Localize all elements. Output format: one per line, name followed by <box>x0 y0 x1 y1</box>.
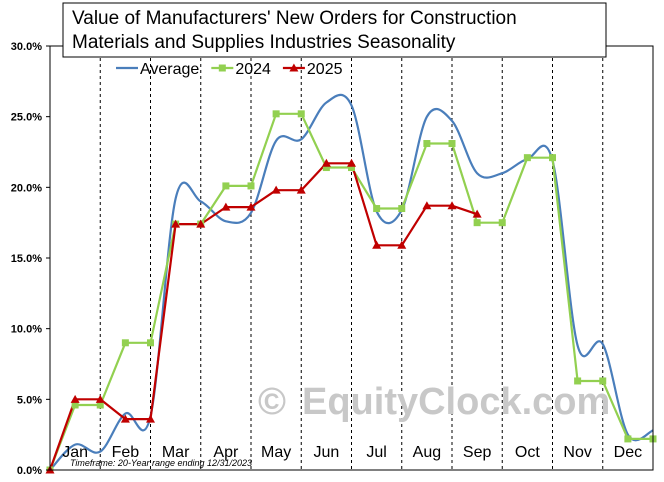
y-tick-label: 30.0% <box>11 41 42 53</box>
point-2025 <box>171 219 181 228</box>
point-2024 <box>71 401 79 409</box>
point-2024 <box>498 219 506 227</box>
point-2025 <box>196 219 206 228</box>
chart-title-line-1: Value of Manufacturers' New Orders for C… <box>72 8 517 29</box>
x-month-label: Mar <box>162 444 190 461</box>
y-tick-label: 10.0% <box>11 324 42 336</box>
point-2025 <box>372 240 382 249</box>
point-2025 <box>246 202 256 211</box>
x-month-label: Sep <box>463 444 492 461</box>
grid-lines <box>99 46 604 470</box>
series-line-2025 <box>48 162 478 471</box>
x-month-label: Jul <box>366 444 386 461</box>
point-2024 <box>147 339 154 347</box>
legend-label-average: Average <box>140 61 199 78</box>
point-2024 <box>423 140 431 148</box>
point-2025 <box>70 394 80 403</box>
point-2025 <box>422 201 432 210</box>
x-month-label: Aug <box>413 444 441 461</box>
point-2025 <box>472 209 482 218</box>
y-tick-label: 25.0% <box>11 112 42 124</box>
title-frame <box>62 2 607 58</box>
point-2024 <box>624 435 632 443</box>
point-2025 <box>146 414 155 423</box>
point-2025 <box>397 240 407 249</box>
point-2024 <box>348 164 355 172</box>
point-2025 <box>321 158 331 167</box>
point-2025 <box>120 414 130 423</box>
legend-marker-2024 <box>218 64 226 72</box>
x-month-label: Jan <box>62 444 88 461</box>
x-month-label: Jun <box>313 444 339 461</box>
point-2024 <box>398 205 406 213</box>
point-2024 <box>523 154 531 162</box>
title-box: Value of Manufacturers' New Orders for C… <box>62 2 607 58</box>
watermark-symbol: © <box>258 381 286 423</box>
point-2024 <box>322 164 330 172</box>
point-2024 <box>247 182 255 190</box>
legend: Average 2024 2025 <box>116 61 343 78</box>
point-2025 <box>95 394 105 403</box>
point-2025 <box>296 185 306 194</box>
watermark-text: EquityClock.com <box>302 381 610 423</box>
point-2024 <box>574 377 582 385</box>
point-2025 <box>271 185 281 194</box>
point-2024 <box>549 154 556 162</box>
point-2024 <box>272 110 280 118</box>
y-tick-label: 20.0% <box>11 182 42 194</box>
legend-marker-2025 <box>289 63 299 72</box>
point-2024 <box>222 182 230 190</box>
point-2024 <box>599 377 607 385</box>
point-2024 <box>373 205 381 213</box>
chart-title-line-2: Materials and Supplies Industries Season… <box>72 32 456 53</box>
x-month-label: May <box>261 444 291 461</box>
y-axis-tick-labels: 0.0% 5.0% 10.0% 15.0% 20.0% 25.0% 30.0% <box>11 41 50 477</box>
x-month-label: Nov <box>563 444 591 461</box>
point-2024 <box>297 110 305 118</box>
x-month-label: Feb <box>112 444 140 461</box>
y-tick-label: 15.0% <box>11 253 42 265</box>
point-2024 <box>473 219 481 227</box>
x-month-label: Dec <box>614 444 642 461</box>
timeframe-note: Timeframe: 20-Year range ending 12/31/20… <box>70 458 252 468</box>
point-2024 <box>121 339 129 347</box>
point-2025 <box>447 201 457 210</box>
legend-label-2024: 2024 <box>235 61 271 78</box>
point-2025 <box>221 202 231 211</box>
x-month-label: Oct <box>515 444 540 461</box>
y-tick-label: 0.0% <box>17 465 42 477</box>
point-2024 <box>96 401 104 409</box>
legend-label-2025: 2025 <box>307 61 343 78</box>
x-month-label: Apr <box>213 444 239 461</box>
point-2024 <box>448 140 456 148</box>
x-axis-month-labels: Jan Feb Mar Apr May Jun Jul Aug Sep Oct Nov Dec <box>62 444 642 461</box>
y-tick-label: 5.0% <box>17 394 42 406</box>
point-2025 <box>347 158 356 167</box>
series-markers <box>45 110 657 474</box>
watermark: © EquityClock.com <box>258 381 610 423</box>
